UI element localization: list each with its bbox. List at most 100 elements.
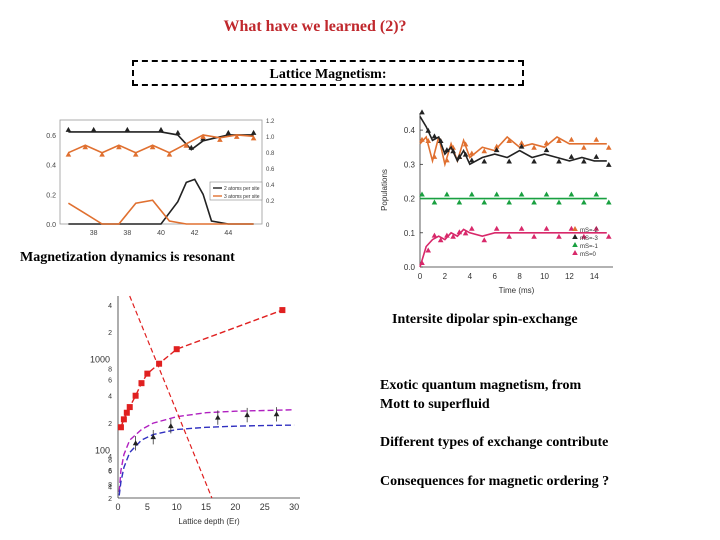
x-tick-label: 15 — [201, 502, 211, 512]
data-marker — [531, 158, 537, 164]
data-marker — [469, 191, 475, 197]
data-marker — [431, 199, 438, 205]
data-marker — [150, 434, 157, 440]
data-marker — [425, 127, 432, 133]
y-tick-label: 0.2 — [46, 192, 56, 199]
data-marker — [556, 158, 562, 164]
data-marker — [568, 191, 575, 197]
populations-chart: 0.0 0.1 0.2 0.3 0.4 0 2 4 6 8 10 12 14 Time (ms) Popul… — [380, 109, 613, 295]
data-marker — [593, 191, 600, 197]
data-marker — [518, 140, 525, 146]
data-marker — [156, 360, 163, 367]
legend-label: mS=-3 — [580, 236, 599, 242]
y-minor-label: 8 — [108, 457, 112, 464]
data-marker — [469, 225, 475, 231]
y-minor-label: 6 — [108, 468, 112, 475]
bullet-line: Exotic quantum magnetism, from — [380, 378, 582, 393]
data-marker — [279, 307, 286, 314]
y-minor-label: 8 — [108, 366, 112, 373]
data-marker — [173, 346, 180, 353]
data-marker — [215, 414, 221, 420]
data-marker — [273, 411, 280, 417]
data-marker — [581, 199, 587, 205]
y2-tick-label: 0.2 — [266, 199, 275, 205]
data-marker — [581, 144, 587, 150]
data-marker — [462, 151, 469, 157]
data-marker — [444, 191, 450, 197]
x-axis-label: Time (ms) — [499, 286, 535, 295]
data-marker — [431, 133, 438, 139]
data-marker — [493, 143, 500, 149]
data-marker — [568, 225, 575, 231]
data-marker-orange — [250, 135, 257, 141]
data-marker — [543, 225, 550, 231]
data-marker — [531, 144, 537, 150]
x-tick-label: 12 — [565, 272, 574, 281]
data-marker — [456, 153, 463, 159]
data-marker — [444, 147, 450, 153]
data-marker — [431, 232, 438, 238]
data-marker — [168, 423, 174, 429]
series-line-upper-orange — [68, 134, 254, 154]
data-marker — [419, 191, 425, 197]
data-marker — [493, 147, 500, 153]
data-marker-black — [124, 126, 131, 132]
x-tick-label: 38 — [123, 230, 131, 237]
series-line-red — [120, 309, 283, 428]
series-line-mS=-3 — [419, 115, 607, 166]
x-tick-label: 8 — [517, 272, 522, 281]
y2-tick-label: 0.4 — [266, 183, 275, 189]
x-tick-label: 14 — [590, 272, 599, 281]
x-tick-label: 4 — [468, 272, 473, 281]
data-marker — [481, 158, 488, 164]
data-marker — [518, 191, 525, 197]
data-marker-black — [188, 144, 195, 150]
data-marker-orange — [65, 151, 72, 157]
data-marker — [120, 416, 127, 423]
data-marker — [244, 412, 250, 418]
x-axis-label: Lattice depth (Er) — [178, 517, 240, 526]
x-tick-label: 6 — [492, 272, 497, 281]
data-marker — [132, 392, 139, 399]
data-marker — [481, 199, 488, 205]
legend-marker — [572, 226, 578, 231]
data-marker — [437, 237, 444, 243]
y2-tick-label: 1.0 — [266, 135, 275, 141]
x-tick-label: 0 — [115, 502, 120, 512]
y-tick-label: 0.2 — [404, 195, 416, 204]
slide-title: What have we learned (2)? — [223, 18, 407, 35]
data-marker — [605, 161, 612, 167]
data-marker — [568, 153, 575, 159]
data-marker — [556, 199, 562, 205]
data-marker — [531, 233, 537, 239]
data-marker — [543, 140, 550, 146]
data-marker — [481, 148, 488, 154]
data-marker — [123, 409, 130, 416]
y-tick-label: 1000 — [90, 355, 110, 365]
data-marker — [450, 148, 456, 154]
x-tick-label: 20 — [230, 502, 240, 512]
data-marker — [431, 153, 438, 159]
y-tick-label: 0.6 — [46, 133, 56, 140]
data-marker-orange — [99, 151, 105, 157]
data-marker — [593, 136, 600, 142]
x-tick-label: 42 — [191, 230, 199, 237]
y-tick-label: 0.0 — [46, 222, 56, 229]
bullet-line: Mott to superfluid — [380, 397, 490, 412]
legend-marker — [572, 234, 578, 239]
series-line-3-atoms-per-site — [67, 199, 254, 225]
data-marker — [437, 137, 444, 143]
data-marker — [543, 147, 550, 153]
x-tick-label: 0 — [418, 272, 423, 281]
x-tick-label: 5 — [145, 502, 150, 512]
y2-tick-label: 1.2 — [266, 119, 275, 125]
y2-tick-label: 0 — [266, 223, 270, 229]
data-marker — [518, 143, 525, 149]
data-marker — [531, 199, 537, 205]
data-marker-black — [175, 129, 181, 135]
data-marker — [581, 233, 587, 239]
data-marker — [493, 225, 500, 231]
data-marker — [518, 225, 525, 231]
data-marker — [419, 109, 425, 115]
